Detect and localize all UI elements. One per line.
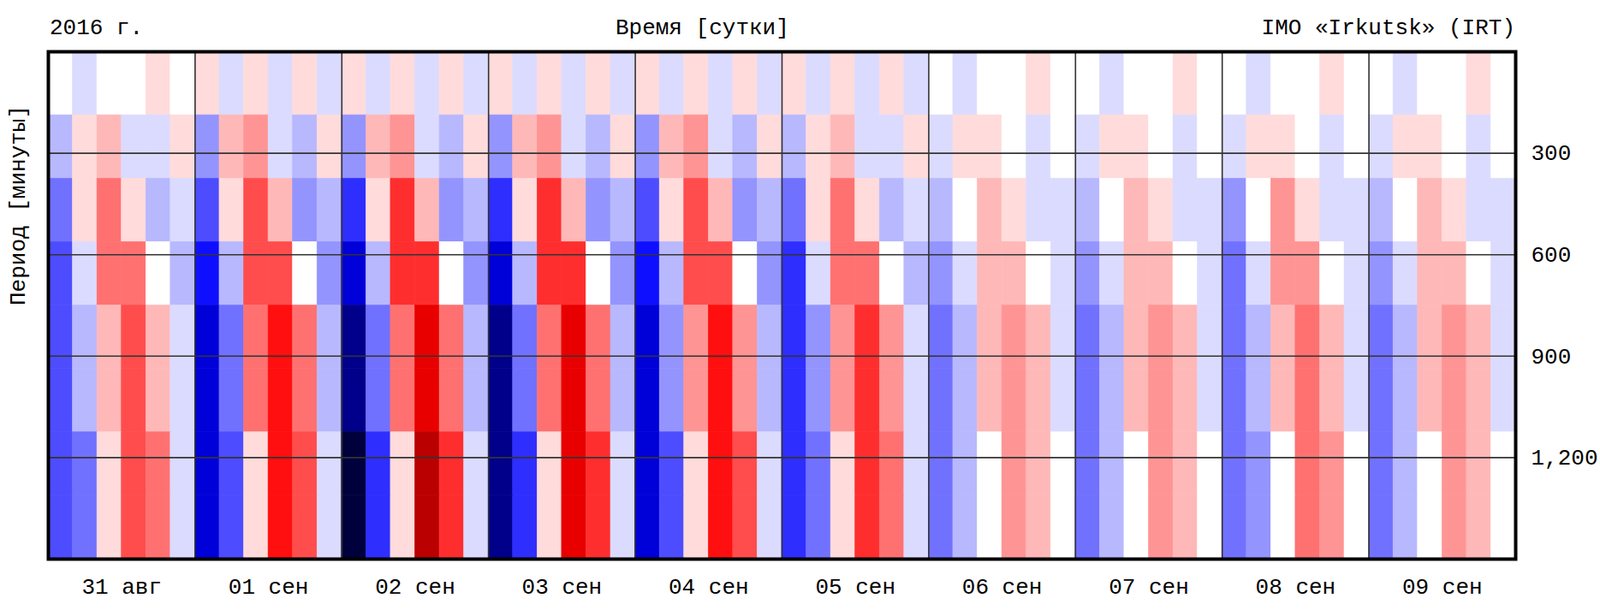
svg-text:02 сен: 02 сен [374, 575, 456, 601]
svg-text:Период [минуты]: Период [минуты] [5, 105, 32, 306]
svg-text:09 сен: 09 сен [1402, 575, 1483, 601]
svg-text:600: 600 [1531, 243, 1572, 269]
svg-text:1,200: 1,200 [1531, 446, 1599, 472]
svg-text:03 сен: 03 сен [522, 575, 603, 601]
html-text:IMO «Irkutsk» (IRT): IMO «Irkutsk» (IRT) [1261, 14, 1516, 41]
svg-text:05 сен: 05 сен [814, 575, 896, 601]
html-text:2016 г.: 2016 г. [49, 14, 144, 41]
svg-text:31 авг: 31 авг [81, 575, 162, 601]
svg-text:900: 900 [1531, 344, 1572, 371]
svg-text:01 сен: 01 сен [228, 575, 310, 601]
svg-text:04 сен: 04 сен [668, 575, 750, 601]
svg-text:07 сен: 07 сен [1108, 575, 1190, 601]
svg-text:300: 300 [1531, 141, 1572, 167]
svg-text:08 сен: 08 сен [1255, 575, 1337, 601]
html-text:Время [сутки]: Время [сутки] [615, 14, 790, 41]
svg-text:06 сен: 06 сен [962, 575, 1043, 601]
